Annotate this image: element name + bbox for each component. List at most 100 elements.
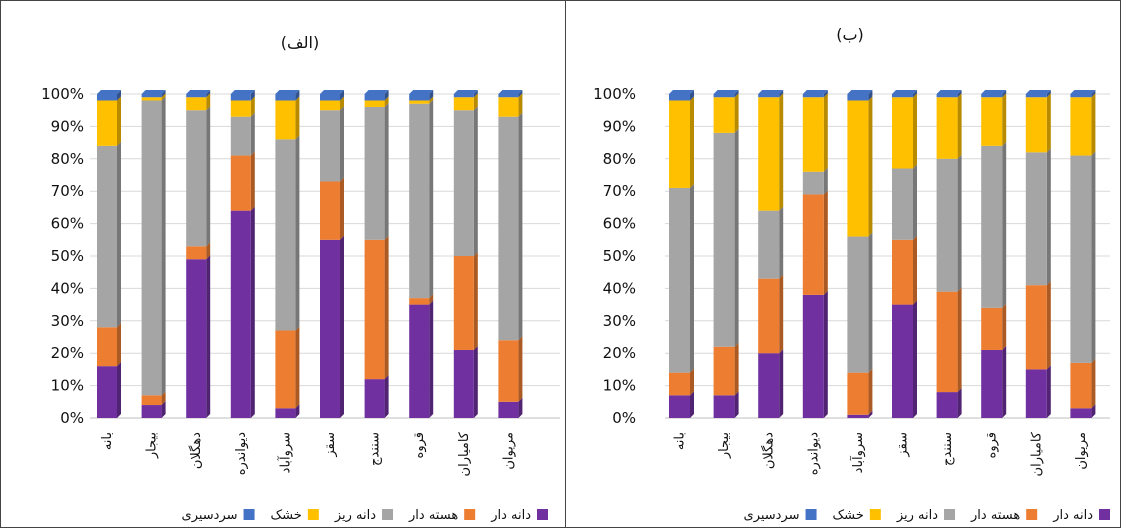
bar-segment [320,100,340,111]
y-tick-label: 60% [51,215,84,233]
bar-segment [230,100,251,117]
bar-segment [669,187,690,373]
bar-segment-side [250,96,255,117]
bar-segment-side [295,404,300,418]
bar-segment [847,236,869,373]
y-tick-label: 0% [60,409,84,427]
y-tick-label: 70% [51,182,84,200]
bar-segment-side [340,96,344,111]
bar-top-face [409,90,434,94]
bar-segment [186,259,207,418]
bar-segment-side [1046,281,1051,370]
category-label: بانه [673,432,688,450]
bar-top-face [97,90,121,94]
bar-segment-side [1091,404,1096,418]
y-tick-label: 50% [51,247,84,265]
bar-top-face [141,90,166,94]
bar-segment [758,97,780,211]
bar-segment [1070,408,1092,418]
category-label: بانه [100,432,115,450]
legend-swatch [869,509,881,520]
bar-segment-side [868,232,873,373]
legend-swatch [944,509,956,520]
bar-segment-side [690,368,694,396]
y-tick-label: 100% [41,85,84,103]
legend-label: هسته دار [970,508,1020,523]
bar-segment [981,97,1003,146]
bar-segment [141,94,162,98]
y-tick-label: 40% [51,279,84,297]
bar-segment-side [117,90,121,101]
legend-label: دانه دار [1052,508,1093,523]
bar-segment [892,168,913,240]
bar-segment [275,330,296,409]
bar-segment-side [734,342,739,396]
bar-segment-side [295,90,300,101]
bar-segment [936,291,958,393]
bar-top-face [981,90,1007,94]
bar-segment [498,94,519,98]
bar-top-face [758,90,784,94]
bar-top-face [1070,90,1096,94]
bar-segment [141,97,162,101]
category-label: مریوان [501,432,516,470]
bar-segment-side [473,252,478,350]
bar-segment [97,100,117,146]
bar-segment-side [518,397,523,418]
category-label: دیواندره [806,432,821,475]
y-tick-label: 80% [51,150,84,168]
bar-segment-side [295,326,300,409]
bar-segment-side [161,90,166,98]
bar-segment-side [779,274,784,354]
bar-segment [936,392,958,418]
bar-segment [186,246,207,260]
bar-segment-side [1046,90,1051,98]
bar-segment-side [206,106,211,247]
bar-segment [409,103,430,299]
bar-segment [453,256,474,350]
bar-segment [320,239,340,418]
bar-top-face [802,90,828,94]
bar-segment-side [518,112,523,341]
bar-segment [802,171,824,195]
bar-segment-side [913,300,917,418]
category-label: دهگلان [188,432,204,469]
bar-segment [981,145,1003,308]
bar-segment-side [868,410,873,418]
bar-top-face [669,90,694,94]
category-label: سروآباد [276,432,293,473]
category-label: قروه [985,432,1000,458]
bar-segment-side [340,90,344,101]
bar-segment-side [161,401,166,418]
bar-segment-side [1046,365,1051,418]
bar-segment [230,210,251,418]
bar-top-face [275,90,300,94]
bar-segment-side [1002,141,1007,308]
bar-segment-side [690,183,694,373]
bar-segment-side [518,90,523,98]
bar-segment [802,97,824,172]
bar-segment [981,349,1003,418]
bar-segment [141,100,162,396]
bar-segment [1025,152,1047,286]
bar-segment-side [429,99,434,299]
bar-segment-side [250,112,255,156]
bar-segment-side [384,375,389,418]
bar-segment [981,307,1003,350]
bar-segment-side [957,154,962,292]
bar-segment [141,395,162,406]
bar-segment [364,100,385,107]
bar-segment [230,116,251,156]
bar-top-face [498,90,523,94]
bar-segment [802,194,824,295]
bar-segment-side [161,93,166,101]
bar-segment-side [117,141,121,328]
bar-segment [713,132,735,347]
bar-segment-side [429,300,434,418]
legend-label: سردسیری [182,508,238,523]
bar-segment [364,379,385,418]
bar-segment-side [913,90,917,98]
bar-segment-side [823,167,828,195]
bar-top-face [936,90,962,94]
legend-label: سردسیری [744,508,800,523]
